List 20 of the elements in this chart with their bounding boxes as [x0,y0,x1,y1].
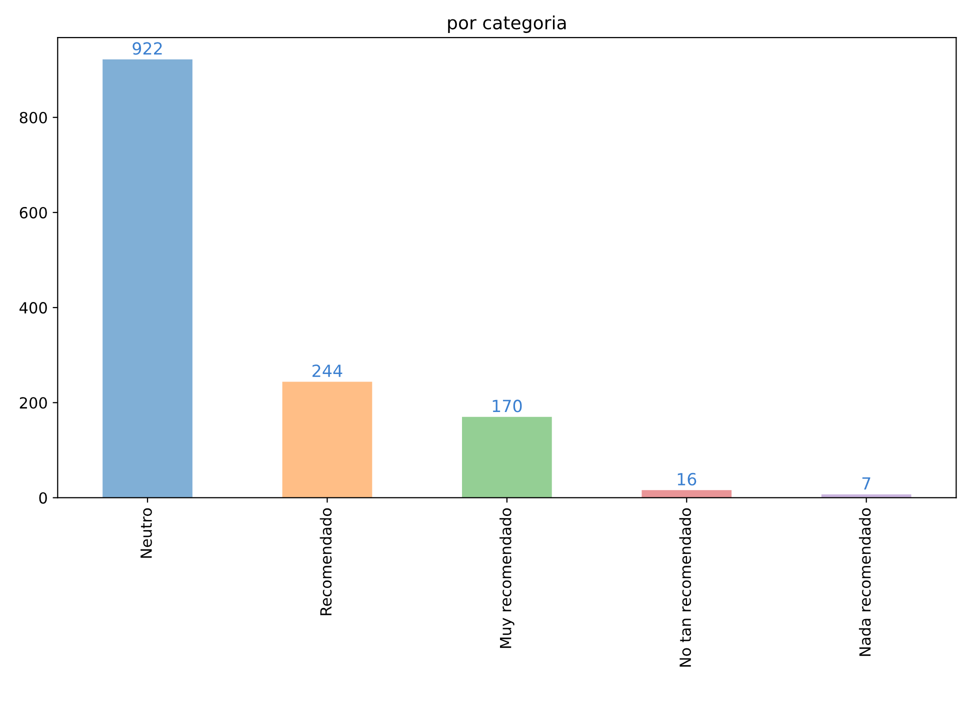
y-tick-label: 600 [20,206,47,218]
x-tick-label: No tan recomendado [679,508,692,667]
data-label: 7 [862,477,870,490]
data-label: 170 [492,400,522,412]
y-tick-label: 800 [20,112,47,124]
x-tick-label: Muy recomendado [500,508,514,648]
bar [102,59,192,498]
data-label: 922 [132,42,162,55]
chart-title: por categoria [448,15,566,33]
x-tick-label: Nada recomendado [858,508,871,656]
data-label: 244 [312,364,342,377]
x-tick-label: Neutro [140,508,152,558]
bar [462,416,552,498]
bar [282,382,372,498]
data-label: 16 [678,472,696,486]
y-tick-label: 0 [39,492,47,504]
x-tick-label: Recomendado [320,508,332,616]
bar [642,490,732,498]
y-tick-label: 400 [20,302,47,314]
y-tick-label: 200 [20,397,47,409]
